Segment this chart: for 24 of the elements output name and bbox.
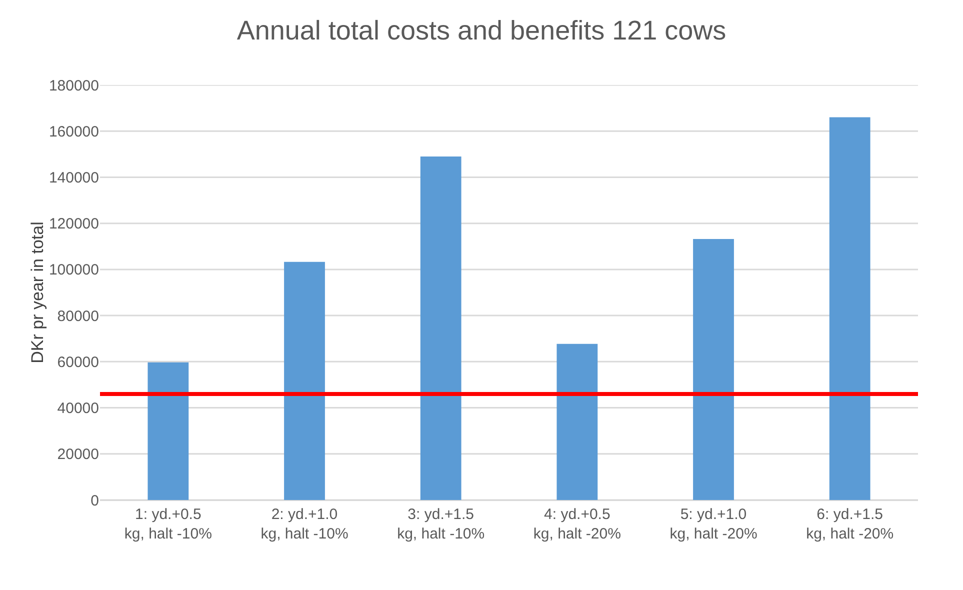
bar [693,239,734,500]
x-tick-label: 6: yd.+1.5 kg, halt -20% [806,506,894,542]
bar [556,344,598,500]
x-tick-label: 5: yd.+1.0 kg, halt -20% [670,506,758,542]
y-tick-label: 20000 [57,446,99,464]
y-tick-label: 160000 [48,123,99,140]
bar [148,362,189,500]
y-axis-title: DKr pr year in total [28,222,47,364]
bar [420,156,462,500]
chart-title: Annual total costs and benefits 121 cows [236,16,726,46]
y-tick-label: 80000 [57,308,99,325]
bar [284,262,325,500]
x-tick-label: 4: yd.+0.5 kg, halt -20% [533,506,621,542]
y-tick-label: 60000 [57,354,99,371]
x-tick-label: 1: yd.+0.5 kg, halt -10% [124,506,212,542]
y-tick-label: 0 [90,492,99,510]
y-tick-label: 40000 [57,400,99,418]
x-tick-label: 3: yd.+1.5 kg, halt -10% [397,506,485,542]
y-tick-label: 180000 [48,77,99,94]
bar [829,117,870,500]
x-tick-label: 2: yd.+1.0 kg, halt -10% [260,506,348,542]
y-tick-label: 120000 [48,216,99,233]
y-tick-label: 140000 [48,169,99,186]
y-tick-label: 100000 [48,262,99,279]
